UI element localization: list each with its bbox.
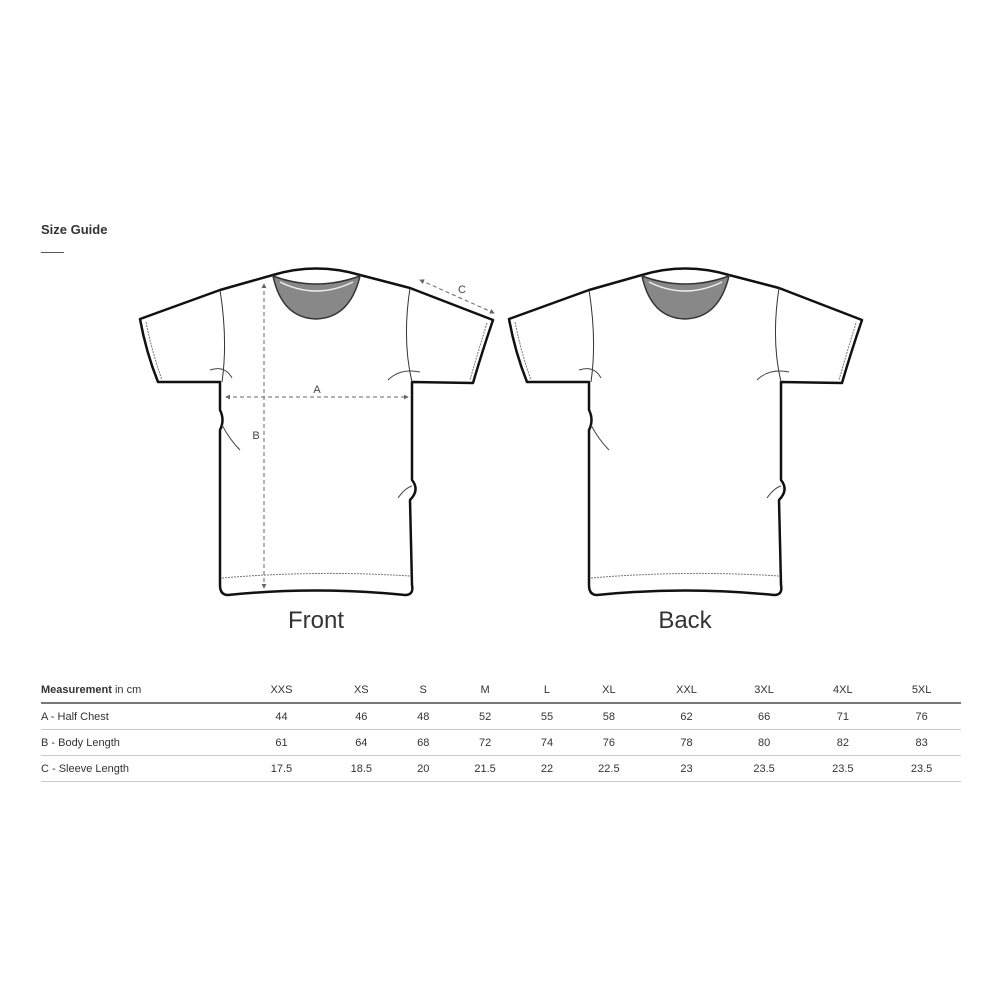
table-cell: 21.5 [474,762,496,775]
measurement-header: Measurement in cm [41,683,142,696]
size-header-4xl: 4XL [833,683,853,696]
label-a: A [313,384,321,396]
size-header-3xl: 3XL [754,683,774,696]
table-cell: 44 [275,710,288,723]
table-cell: 18.5 [350,762,373,775]
size-header-row: Measurement in cm XXS XS S M L XL XXL 3XL 4XL 5XL [41,677,961,703]
table-cell: 17.5 [270,762,293,775]
table-cell: 22 [540,762,554,775]
table-cell: 23.5 [910,762,933,775]
table-cell: 71 [836,710,849,723]
size-header-xxs: XXS [270,683,293,696]
table-cell: 22.5 [598,762,620,775]
table-row: A - Half Chest 44 46 48 52 55 58 62 66 71 76 [41,703,961,730]
table-cell: 74 [540,736,554,749]
table-cell: 62 [680,710,693,723]
row-label: A - Half Chest [41,710,109,723]
table-cell: 68 [417,736,430,749]
table-cell: 64 [355,736,368,749]
table-cell: 52 [478,710,492,723]
table-cell: 23.5 [832,762,854,775]
table-row: B - Body Length 61 64 68 72 74 76 78 80 82 83 [41,730,961,756]
table-cell: 23 [680,762,693,775]
page-title: Size Guide [41,222,108,237]
size-header-s: S [419,683,427,696]
table-cell: 82 [836,736,849,749]
size-header-l: L [543,683,551,696]
table-cell: 48 [417,710,430,723]
table-cell: 72 [478,736,492,749]
label-c: C [458,284,466,296]
table-cell: 23.5 [753,762,775,775]
size-header-m: M [480,683,490,696]
table-cell: 58 [602,710,615,723]
size-table: Measurement in cm XXS XS S M L XL XXL 3XL 4XL 5XL… [41,677,961,782]
table-cell: 76 [915,710,928,723]
front-tshirt-drawing [138,267,495,597]
table-cell: 61 [275,736,288,749]
title-divider [41,252,64,253]
back-label: Back [658,607,712,634]
table-row: C - Sleeve Length 17.5 18.5 20 21.5 22 22.5 23 2… [41,756,961,782]
label-b: B [252,430,259,442]
table-cell: 20 [417,762,430,775]
table-cell: 66 [757,710,771,723]
back-tshirt-drawing [507,267,864,597]
table-cell: 78 [680,736,693,749]
table-cell: 83 [915,736,928,749]
size-header-xl: XL [602,683,616,696]
size-header-xs: XS [353,683,369,696]
row-label: C - Sleeve Length [41,762,130,775]
table-cell: 80 [757,736,771,749]
table-cell: 55 [540,710,554,723]
front-label: Front [287,607,345,634]
table-cell: 46 [355,710,368,723]
size-header-xxl: XXL [676,683,697,696]
size-header-5xl: 5XL [911,683,932,696]
table-cell: 76 [602,736,615,749]
row-label: B - Body Length [41,736,120,749]
